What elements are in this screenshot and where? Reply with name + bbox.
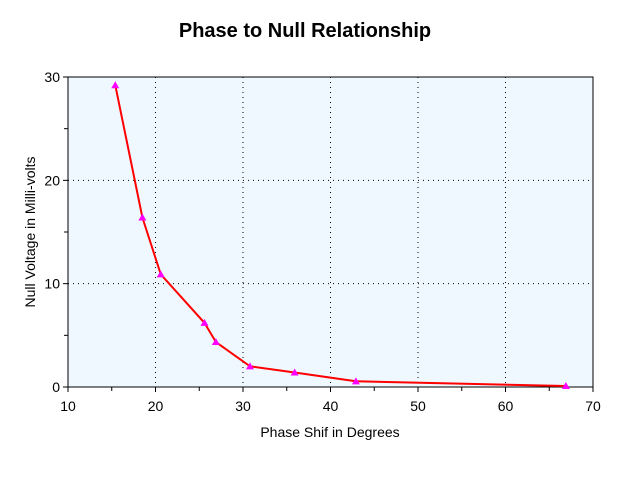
grid bbox=[68, 77, 593, 387]
x-tick-label: 50 bbox=[410, 398, 426, 414]
x-tick-label: 20 bbox=[148, 398, 164, 414]
data-point-marker bbox=[561, 381, 570, 389]
x-axis-label: Phase Shif in Degrees bbox=[260, 424, 399, 440]
x-tick-label: 60 bbox=[498, 398, 514, 414]
y-tick-label: 0 bbox=[52, 379, 60, 395]
data-point-marker bbox=[246, 362, 254, 370]
data-point-marker bbox=[111, 81, 120, 89]
data-point-marker bbox=[211, 338, 220, 346]
data-point-marker bbox=[290, 368, 299, 376]
x-tick-label: 70 bbox=[585, 398, 601, 414]
y-axis-label: Null Voltage in Milli-volts bbox=[22, 157, 38, 308]
data-point-marker bbox=[351, 377, 360, 385]
y-tick-label: 20 bbox=[44, 172, 60, 188]
y-tick-label: 10 bbox=[44, 276, 60, 292]
x-tick-label: 10 bbox=[60, 398, 76, 414]
x-tick-label: 30 bbox=[235, 398, 251, 414]
data-point-marker bbox=[138, 213, 147, 221]
chart-title: Phase to Null Relationship bbox=[179, 20, 431, 42]
data-point-marker bbox=[200, 318, 209, 326]
series bbox=[111, 81, 570, 389]
y-tick-label: 30 bbox=[44, 69, 60, 85]
data-point-marker bbox=[156, 270, 165, 278]
x-tick-label: 40 bbox=[323, 398, 339, 414]
